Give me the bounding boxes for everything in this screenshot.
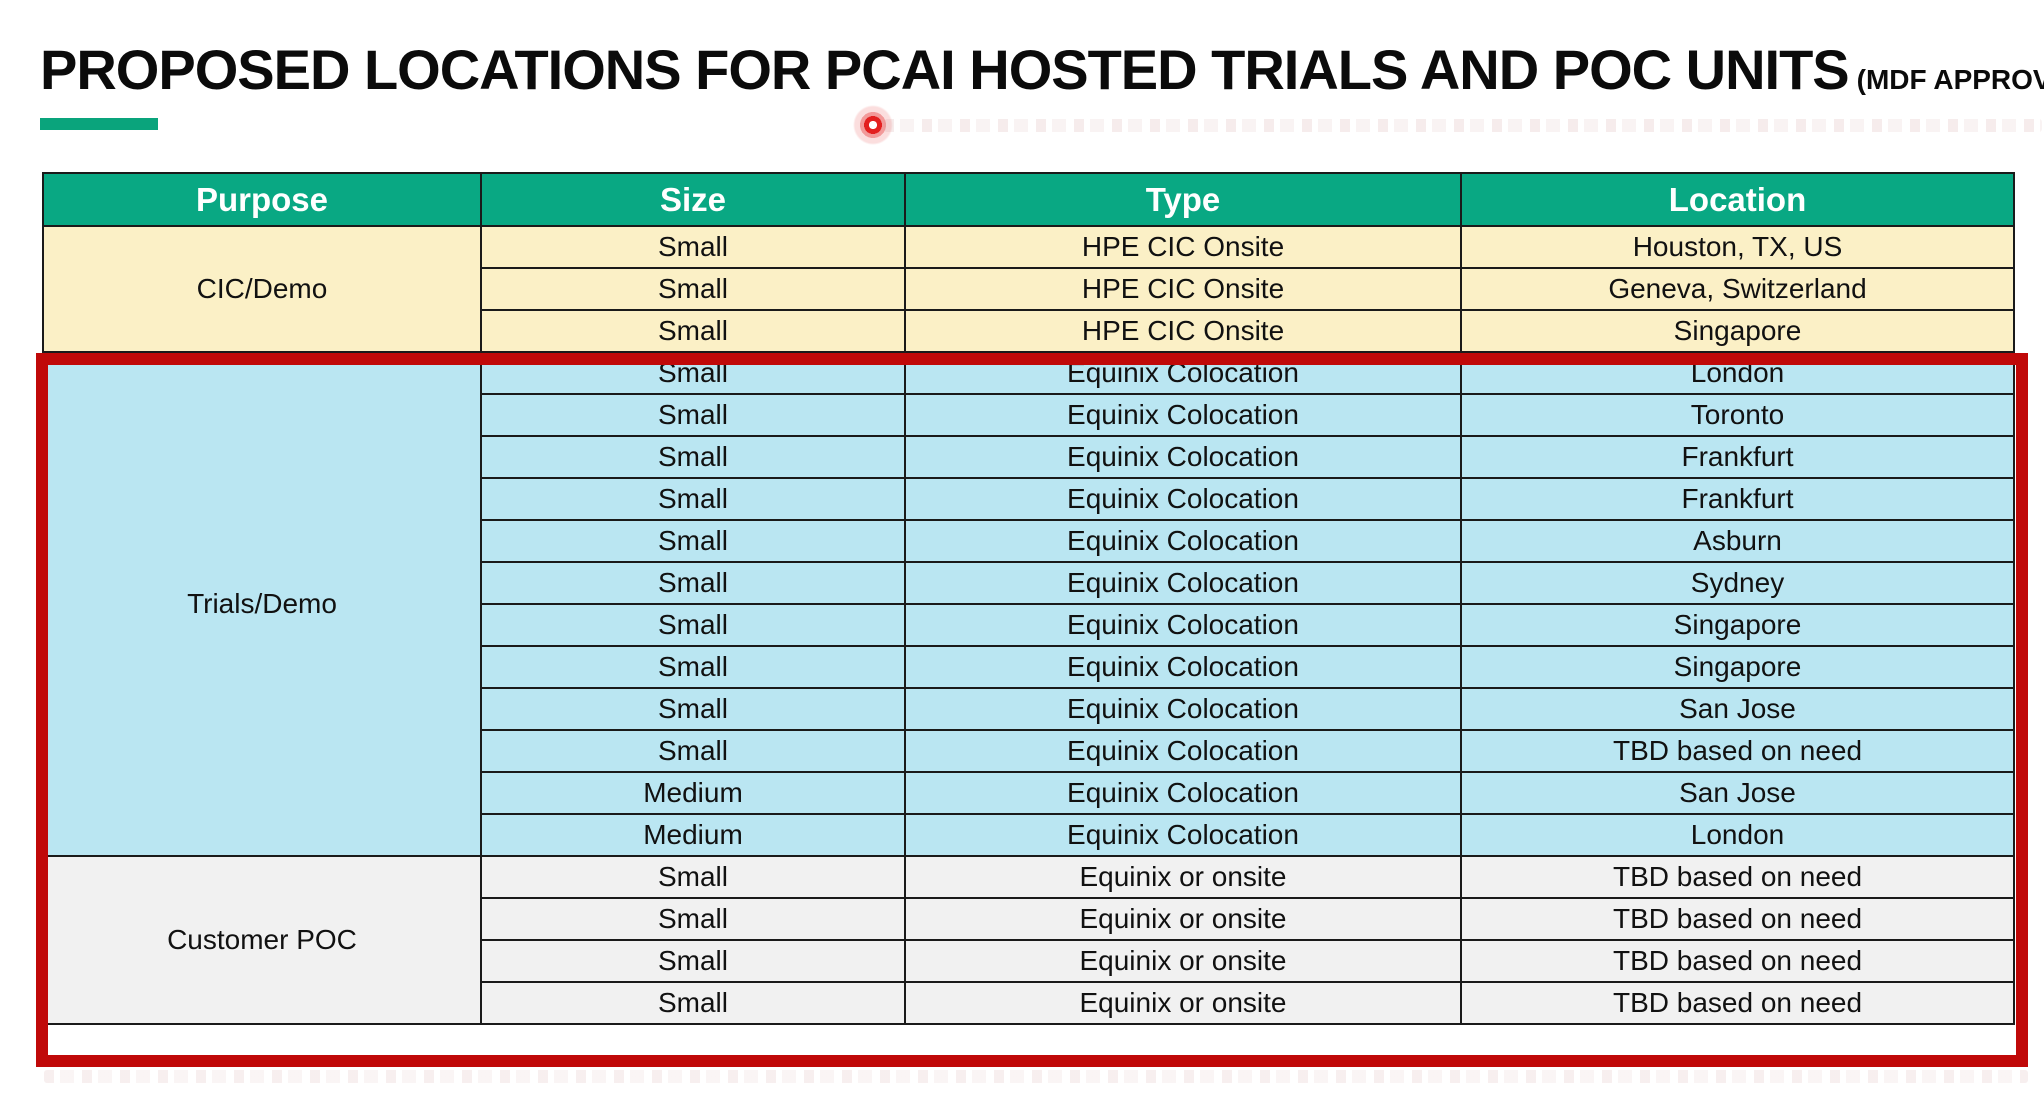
cell-type: Equinix Colocation [904,687,1462,731]
cell-location: TBD based on need [1460,981,2015,1025]
table-row: Medium Equinix Colocation San Jose [43,771,2015,815]
table-row: Small Equinix or onsite TBD based on need [43,981,2015,1025]
purpose-cell: Trials/Demo [42,351,482,857]
column-header-location: Location [1460,172,2015,227]
cell-location: San Jose [1460,771,2015,815]
column-header-size: Size [480,172,906,227]
cell-type: Equinix or onsite [904,897,1462,941]
cell-location: TBD based on need [1460,729,2015,773]
table-row: CIC/Demo Small HPE CIC Onsite Houston, TX, … [42,225,2015,353]
cell-type: HPE CIC Onsite [904,225,1462,269]
cell-type: Equinix Colocation [904,813,1462,857]
table-row: Small Equinix Colocation TBD based on need [43,729,2015,773]
table-row: Small HPE CIC Onsite Singapore [43,309,2015,353]
cell-location: Singapore [1460,645,2015,689]
cell-type: Equinix Colocation [904,603,1462,647]
cell-size: Small [480,267,906,311]
laser-pointer-dot [851,103,895,147]
page-title-text: PROPOSED LOCATIONS FOR PCAI HOSTED TRIAL… [40,38,1850,101]
cell-size: Small [480,855,906,899]
cell-location: TBD based on need [1460,897,2015,941]
cell-type: Equinix Colocation [904,435,1462,479]
table-row: Small Equinix or onsite TBD based on need [43,897,2015,941]
cell-size: Small [480,477,906,521]
table-row: Small Equinix Colocation Asburn [43,519,2015,563]
cell-size: Small [480,687,906,731]
column-header-purpose: Purpose [42,172,482,227]
title-accent-bar [40,118,158,130]
table-row: Small Equinix or onsite TBD based on need [43,939,2015,983]
cell-type: Equinix Colocation [904,393,1462,437]
cell-type: Equinix or onsite [904,939,1462,983]
table-row: Small Equinix Colocation Singapore [43,603,2015,647]
table-row: Small Equinix Colocation Sydney [43,561,2015,605]
table-row: Small Equinix Colocation Singapore [43,645,2015,689]
cell-size: Small [480,351,906,395]
page-title-suffix: (MDF APPROVED) [1856,64,2044,95]
cell-location: San Jose [1460,687,2015,731]
blurred-text-artifact-bottom [44,1070,2028,1083]
table-row: Customer POC Small Equinix or onsite TBD ba… [42,855,2015,1025]
cell-size: Small [480,939,906,983]
cell-size: Small [480,561,906,605]
cell-size: Small [480,309,906,353]
cell-location: Toronto [1460,393,2015,437]
cell-location: Singapore [1460,603,2015,647]
cell-location: Sydney [1460,561,2015,605]
table-row: Small Equinix Colocation Frankfurt [43,477,2015,521]
cell-size: Small [480,435,906,479]
page-title: PROPOSED LOCATIONS FOR PCAI HOSTED TRIAL… [40,42,2044,98]
table-header-row: Purpose Size Type Location [42,172,2015,227]
cell-location: TBD based on need [1460,855,2015,899]
cell-size: Small [480,603,906,647]
table-row: Small Equinix Colocation Frankfurt [43,435,2015,479]
cell-type: Equinix Colocation [904,645,1462,689]
cell-location: London [1460,351,2015,395]
cell-size: Small [480,519,906,563]
cell-size: Small [480,729,906,773]
cell-type: Equinix Colocation [904,519,1462,563]
column-header-type: Type [904,172,1462,227]
cell-location: Houston, TX, US [1460,225,2015,269]
cell-location: TBD based on need [1460,939,2015,983]
cell-size: Small [480,393,906,437]
blurred-text-artifact-top [884,119,2042,132]
cell-location: Frankfurt [1460,477,2015,521]
cell-type: Equinix Colocation [904,561,1462,605]
cell-type: HPE CIC Onsite [904,309,1462,353]
table-row: Small HPE CIC Onsite Geneva, Switzerland [43,267,2015,311]
cell-size: Small [480,897,906,941]
cell-location: Asburn [1460,519,2015,563]
table-row: Medium Equinix Colocation London [43,813,2015,857]
cell-size: Small [480,645,906,689]
table-body: CIC/Demo Small HPE CIC Onsite Houston, TX, … [42,225,2015,1025]
cell-type: Equinix or onsite [904,981,1462,1025]
table-row: Small Equinix Colocation San Jose [43,687,2015,731]
cell-type: Equinix Colocation [904,771,1462,815]
table-row: Small Equinix Colocation Toronto [43,393,2015,437]
locations-table: Purpose Size Type Location CIC/Demo Small HPE… [42,172,2015,1025]
cell-type: Equinix Colocation [904,477,1462,521]
cell-type: Equinix or onsite [904,855,1462,899]
cell-size: Medium [480,771,906,815]
cell-size: Small [480,225,906,269]
cell-size: Small [480,981,906,1025]
cell-location: Singapore [1460,309,2015,353]
table-row: Trials/Demo Small Equinix Colocation London [42,351,2015,857]
cell-size: Medium [480,813,906,857]
cell-type: Equinix Colocation [904,351,1462,395]
cell-location: London [1460,813,2015,857]
purpose-cell: CIC/Demo [42,225,482,353]
cell-location: Frankfurt [1460,435,2015,479]
cell-location: Geneva, Switzerland [1460,267,2015,311]
purpose-cell: Customer POC [42,855,482,1025]
cell-type: HPE CIC Onsite [904,267,1462,311]
cell-type: Equinix Colocation [904,729,1462,773]
